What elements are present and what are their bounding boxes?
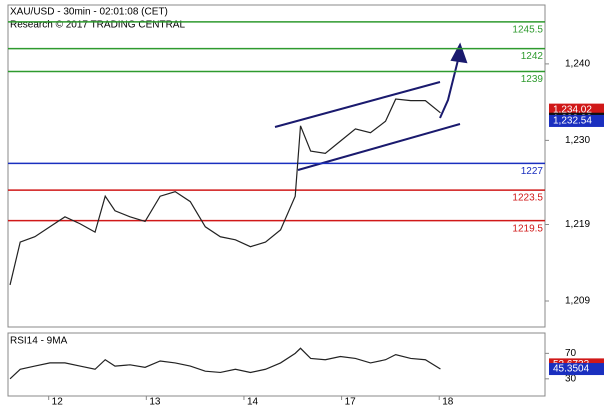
y-tick-label: 1,209 — [565, 296, 590, 307]
x-tick-label: 17 — [345, 397, 357, 408]
level-label: 1219.5 — [512, 223, 543, 234]
price-tag-label: 1,232.54 — [553, 116, 592, 127]
level-label: 1223.5 — [512, 193, 543, 204]
price-tag — [549, 114, 604, 127]
rsi-title: RSI14 - 9MA — [10, 336, 68, 347]
price-tag-label: 45.3504 — [553, 364, 590, 375]
level-label: 1227 — [521, 166, 544, 177]
level-label: 1239 — [521, 74, 544, 85]
price-tag — [549, 103, 604, 116]
y-tick-label: 1,219 — [565, 219, 590, 230]
x-tick-label: 14 — [247, 397, 259, 408]
y-tick-label: 1,230 — [565, 135, 590, 146]
level-label: 1242 — [521, 51, 544, 62]
price-tag-label: 1,234.02 — [553, 104, 592, 115]
chart-subtitle: Research © 2017 TRADING CENTRAL — [10, 20, 185, 31]
y-tick-label: 70 — [565, 348, 577, 359]
price-tag — [549, 363, 604, 376]
x-tick-label: 13 — [149, 397, 161, 408]
level-label: 1245.5 — [512, 24, 543, 35]
channel — [274, 42, 468, 171]
chart-title: XAU/USD - 30min - 02:01:08 (CET) — [10, 7, 168, 18]
price-line — [9, 347, 441, 380]
x-tick-label: 18 — [442, 397, 454, 408]
y-tick-label: 1,240 — [565, 59, 590, 70]
price-panel — [7, 4, 546, 328]
x-tick-label: 12 — [52, 397, 64, 408]
y-tick-label: 30 — [565, 373, 577, 384]
rsi-panel — [7, 332, 546, 397]
price-line — [9, 98, 441, 286]
